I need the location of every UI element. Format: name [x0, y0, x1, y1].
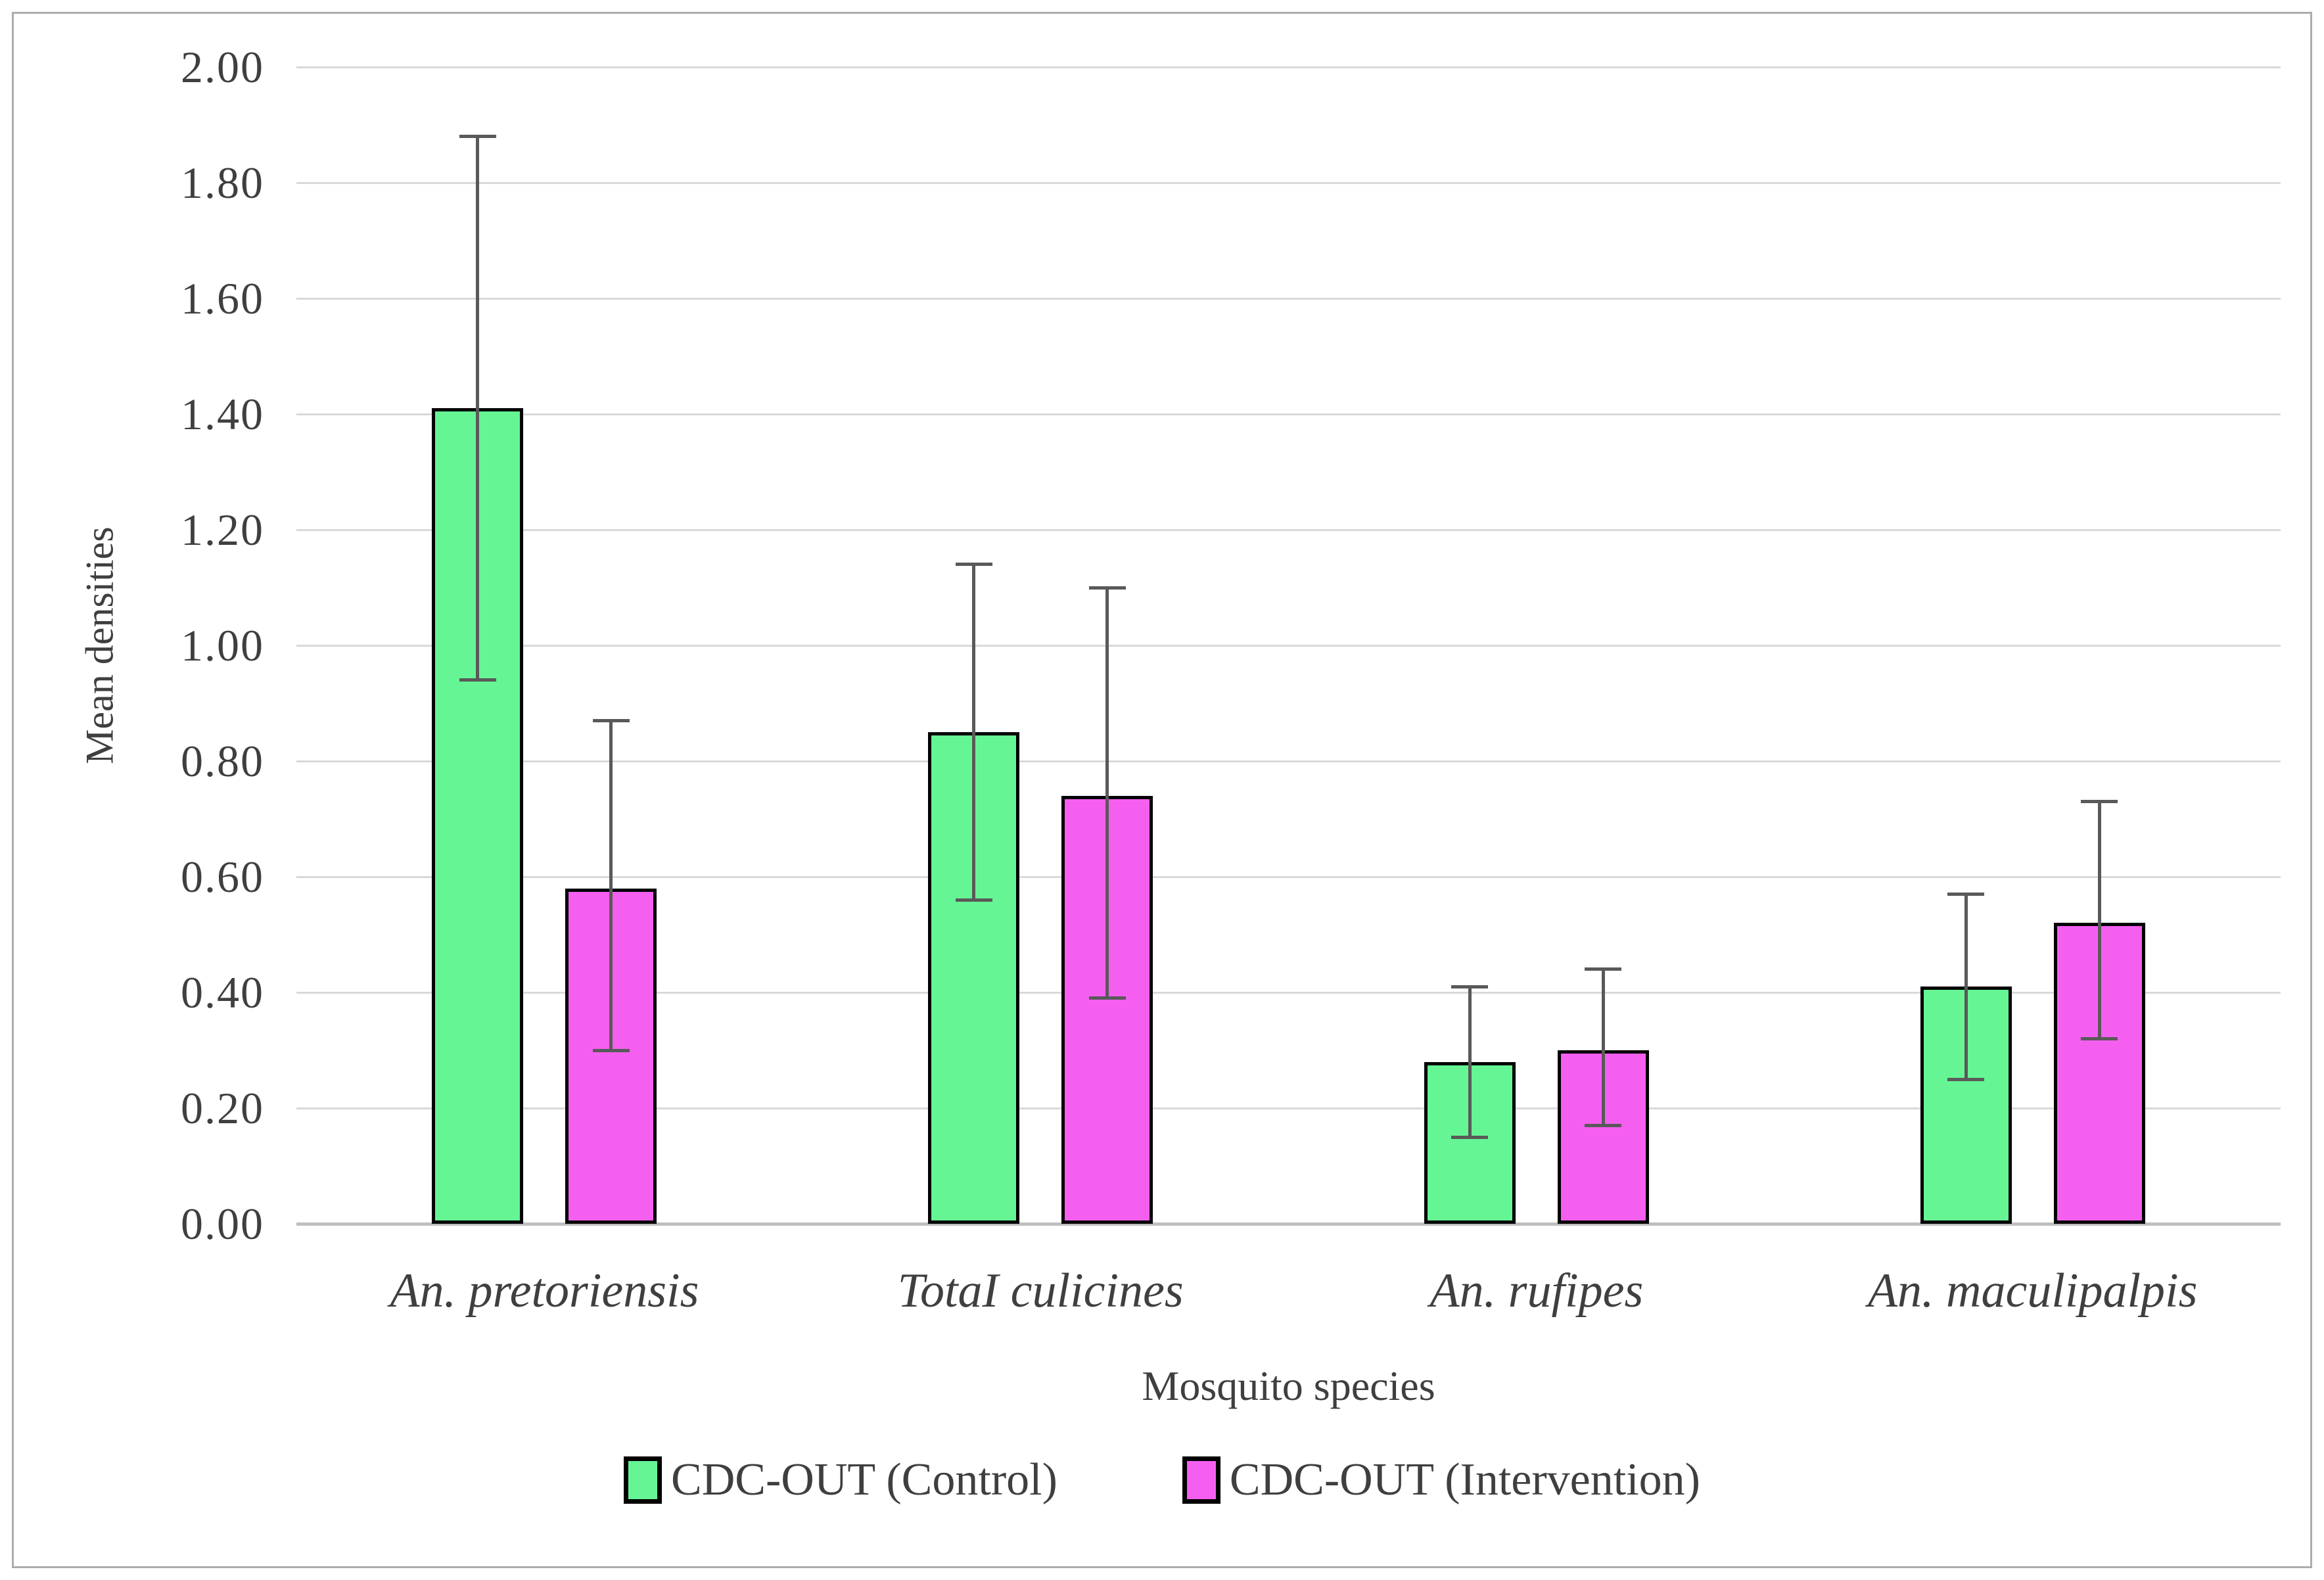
legend-swatch-intervention-icon: [1182, 1456, 1220, 1504]
error-bar-line: [1601, 969, 1605, 1126]
legend: CDC-OUT (Control) CDC-OUT (Intervention): [0, 1454, 2324, 1506]
error-bar-line: [1105, 588, 1109, 998]
legend-item-intervention: CDC-OUT (Intervention): [1182, 1454, 1700, 1506]
error-bar-line: [1964, 894, 1968, 1079]
legend-swatch-control-icon: [624, 1456, 662, 1504]
legend-label-intervention: CDC-OUT (Intervention): [1229, 1454, 1700, 1505]
y-tick-label: 1.00: [181, 620, 264, 670]
gridline: [296, 760, 2281, 762]
x-category-label: TotaI culicines: [897, 1264, 1184, 1318]
x-axis-line: [296, 1222, 2281, 1226]
gridline: [296, 1107, 2281, 1109]
y-tick-label: 2.00: [181, 42, 264, 92]
y-tick-label: 1.80: [181, 158, 264, 208]
error-bar-cap-bottom: [1451, 1135, 1489, 1139]
error-bar-cap-bottom: [1585, 1123, 1622, 1127]
y-tick-label: 1.20: [181, 505, 264, 555]
gridline: [296, 991, 2281, 994]
gridline: [296, 644, 2281, 647]
error-bar-line: [972, 564, 976, 900]
error-bar-cap-top: [2081, 800, 2118, 804]
gridline: [296, 528, 2281, 531]
error-bar-line: [476, 136, 480, 680]
error-bar-cap-bottom: [592, 1048, 630, 1052]
x-category-label: An. pretoriensis: [390, 1264, 699, 1318]
error-bar-cap-top: [955, 563, 992, 567]
error-bar-cap-top: [1451, 985, 1489, 988]
error-bar-cap-bottom: [955, 898, 992, 902]
y-tick-label: 0.20: [181, 1083, 264, 1133]
x-axis-title: Mosquito species: [1142, 1362, 1435, 1409]
y-tick-label: 0.80: [181, 736, 264, 786]
error-bar-cap-bottom: [459, 678, 496, 682]
y-tick-label: 1.60: [181, 273, 264, 323]
y-tick-label: 0.40: [181, 967, 264, 1017]
legend-item-control: CDC-OUT (Control): [624, 1454, 1057, 1506]
y-axis-title: Mean densities: [78, 526, 122, 764]
gridline: [296, 181, 2281, 184]
error-bar-cap-bottom: [2081, 1036, 2118, 1040]
error-bar-cap-top: [459, 135, 496, 139]
y-tick-label: 0.60: [181, 852, 264, 902]
error-bar-cap-bottom: [1088, 996, 1126, 1000]
y-tick-label: 1.40: [181, 389, 264, 439]
gridline: [296, 875, 2281, 878]
error-bar-cap-top: [1585, 967, 1622, 971]
x-category-label: An. maculipalpis: [1867, 1264, 2198, 1318]
gridline: [296, 66, 2281, 68]
x-category-label: An. rufipes: [1429, 1264, 1644, 1318]
gridline: [296, 413, 2281, 415]
gridline: [296, 297, 2281, 300]
error-bar-cap-top: [1947, 892, 1985, 896]
y-tick-label: 0.00: [181, 1199, 264, 1249]
error-bar-cap-top: [1088, 586, 1126, 590]
error-bar-cap-top: [592, 718, 630, 722]
error-bar-cap-bottom: [1947, 1077, 1985, 1081]
legend-label-control: CDC-OUT (Control): [671, 1454, 1057, 1505]
figure-border: [12, 12, 2312, 1568]
error-bar-line: [609, 720, 613, 1050]
error-bar-line: [1468, 987, 1472, 1137]
error-bar-line: [2097, 801, 2101, 1039]
